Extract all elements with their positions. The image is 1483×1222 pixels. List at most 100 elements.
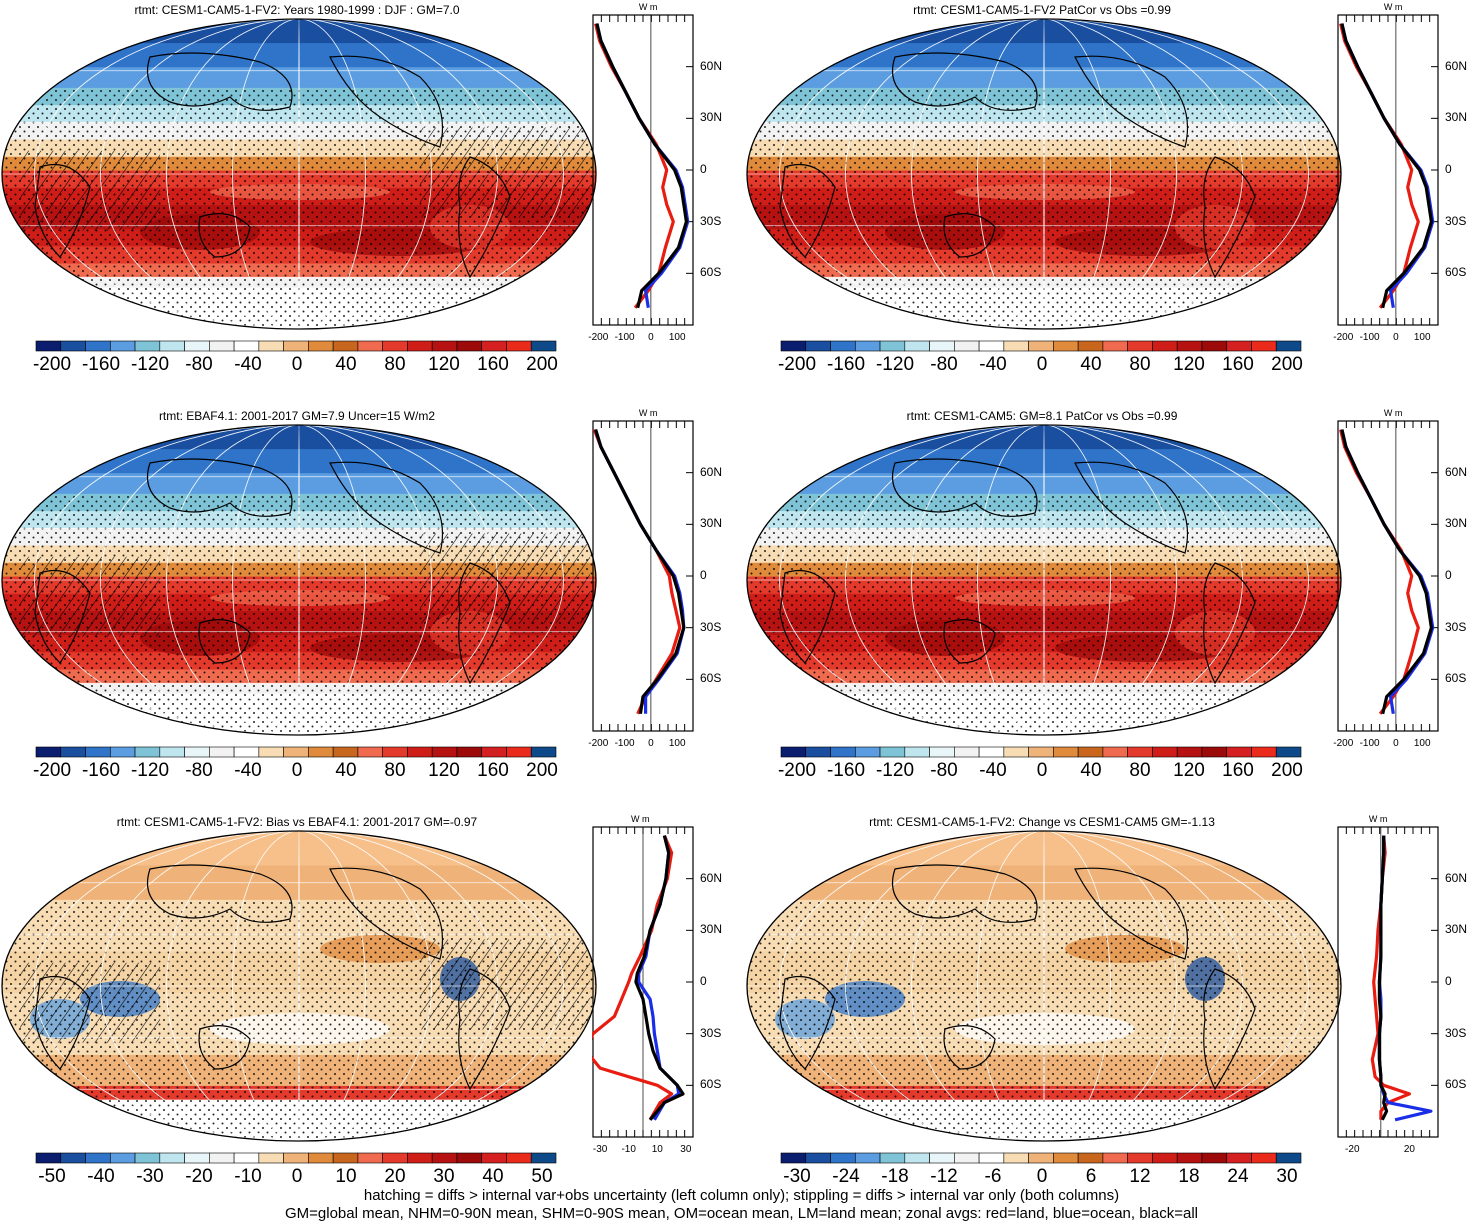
colorbar-swatch — [134, 340, 161, 352]
zonal-x-tick-label: 0 — [648, 332, 654, 343]
colorbar-tick-label: -80 — [930, 354, 958, 375]
colorbar-swatch — [258, 1152, 284, 1164]
colorbar-swatch — [506, 1152, 532, 1164]
coastline — [458, 156, 511, 279]
colorbar-swatch — [1251, 1152, 1277, 1164]
map-outline — [1, 18, 597, 330]
map-plot — [1, 18, 597, 330]
map-outline — [746, 424, 1342, 736]
zonal-line-all — [594, 429, 686, 715]
latitude-tick-label: 30S — [1445, 213, 1467, 228]
colorbar-swatch — [159, 340, 185, 352]
colorbar-tick-label: -30 — [783, 1166, 811, 1187]
colorbar-swatch — [332, 746, 359, 758]
coastline — [34, 975, 91, 1070]
coastline — [34, 569, 91, 664]
zonal-x-tick-label: 100 — [668, 332, 686, 343]
colorbar-tick-label: -120 — [130, 354, 170, 375]
unit-label: W m — [1383, 2, 1403, 12]
colorbar-swatch — [954, 340, 980, 352]
colorbar-swatch — [481, 1152, 507, 1164]
colorbar-swatch — [184, 746, 210, 758]
chart-title: rtmt: EBAF4.1: 2001-2017 GM=7.9 Uncer=15… — [158, 409, 436, 423]
zonal-line-all — [1340, 429, 1434, 715]
colorbar-swatch — [904, 340, 930, 352]
zonal-x-tick-label: 0 — [1393, 332, 1399, 343]
footnote-legend: GM=global mean, NHM=0-90N mean, SHM=0-90… — [284, 1205, 1198, 1222]
colorbar-tick-label: 0 — [1036, 354, 1048, 375]
zonal-x-tick-label: -200 — [588, 332, 609, 343]
colorbar-tick-label: -10 — [234, 1166, 262, 1187]
zonal-line-all — [1377, 835, 1389, 1121]
colorbar-swatch — [456, 340, 483, 352]
chart-panel: rtmt: CESM1-CAM5-1-FV2: Change vs CESM1-… — [745, 812, 1483, 1212]
colorbar-swatch — [978, 746, 1005, 758]
latitude-tick-label: 60N — [1445, 870, 1468, 885]
latitude-tick-label: 60N — [700, 870, 723, 885]
coastline — [329, 461, 444, 554]
colorbar-tick-label: -18 — [881, 1166, 909, 1187]
zonal-x-tick-label: -200 — [1333, 738, 1354, 749]
colorbar-swatch — [530, 1152, 557, 1164]
colorbar-swatch — [407, 1152, 433, 1164]
colorbar-swatch — [60, 340, 86, 352]
chart-title: rtmt: CESM1-CAM5-1-FV2: Bias vs EBAF4.1:… — [116, 815, 478, 829]
latitude-tick-label: 30S — [1445, 619, 1467, 634]
coastline — [891, 458, 1038, 517]
stippling — [747, 88, 1341, 329]
colorbar-swatch — [854, 746, 881, 758]
colorbar-swatch — [481, 746, 507, 758]
colorbar-swatch — [85, 1152, 111, 1164]
map-outline — [746, 830, 1342, 1142]
colorbar-tick-label: 24 — [1227, 1166, 1249, 1187]
hatching — [20, 962, 160, 1043]
unit-label: W m — [638, 2, 658, 12]
unit-label: W m — [1368, 814, 1388, 824]
colorbar-swatch — [780, 1152, 807, 1164]
latitude-tick-label: 30S — [700, 619, 722, 634]
colorbar-swatch — [805, 340, 831, 352]
colorbar-tick-label: 120 — [1173, 354, 1205, 375]
zonal-x-tick-label: 0 — [1393, 738, 1399, 749]
colorbar-swatch — [929, 1152, 955, 1164]
coastline — [1074, 461, 1189, 554]
coastline — [1074, 867, 1189, 960]
colorbar-swatch — [184, 1152, 210, 1164]
zonal-x-tick-label: -100 — [614, 738, 635, 749]
zonal-x-tick-label: 100 — [1413, 738, 1431, 749]
zonal-frame — [1337, 826, 1439, 1138]
colorbar-tick-label: 200 — [526, 760, 558, 781]
colorbar-swatch — [233, 1152, 260, 1164]
map-plot — [746, 424, 1342, 736]
colorbar-swatch — [134, 1152, 161, 1164]
zonal-line-land — [1339, 23, 1420, 309]
zonal-x-tick-label: 30 — [680, 1144, 692, 1155]
latitude-band — [2, 81, 596, 86]
colorbar-swatch — [35, 340, 62, 352]
latitude-tick-label: 30N — [700, 110, 723, 125]
colorbar-tick-label: -50 — [38, 1166, 66, 1187]
coastline — [146, 864, 293, 923]
colorbar-swatch — [1275, 1152, 1302, 1164]
colorbar-swatch — [1226, 340, 1252, 352]
stippling — [747, 900, 1341, 1141]
colorbar-swatch — [1152, 746, 1178, 758]
colorbar-tick-label: 120 — [1173, 760, 1205, 781]
colorbar-swatch — [283, 746, 309, 758]
colorbar-swatch — [1102, 1152, 1128, 1164]
colorbar-swatch — [357, 1152, 383, 1164]
coastline — [943, 1025, 996, 1070]
chart-panel: rtmt: CESM1-CAM5: GM=8.1 PatCor vs Obs =… — [745, 406, 1483, 806]
colorbar-tick-label: -120 — [875, 354, 915, 375]
latitude-tick-label: 60S — [1445, 265, 1467, 280]
latitude-band — [747, 896, 1341, 901]
zonal-line-land — [1339, 429, 1420, 715]
colorbar-swatch — [978, 340, 1005, 352]
coastline — [146, 458, 293, 517]
colorbar-tick-label: -160 — [826, 354, 866, 375]
colorbar-swatch — [308, 1152, 334, 1164]
colorbar-tick-label: 0 — [1036, 760, 1048, 781]
coastline — [198, 213, 251, 258]
colorbar-tick-label: 40 — [1080, 354, 1102, 375]
colorbar-swatch — [805, 1152, 831, 1164]
